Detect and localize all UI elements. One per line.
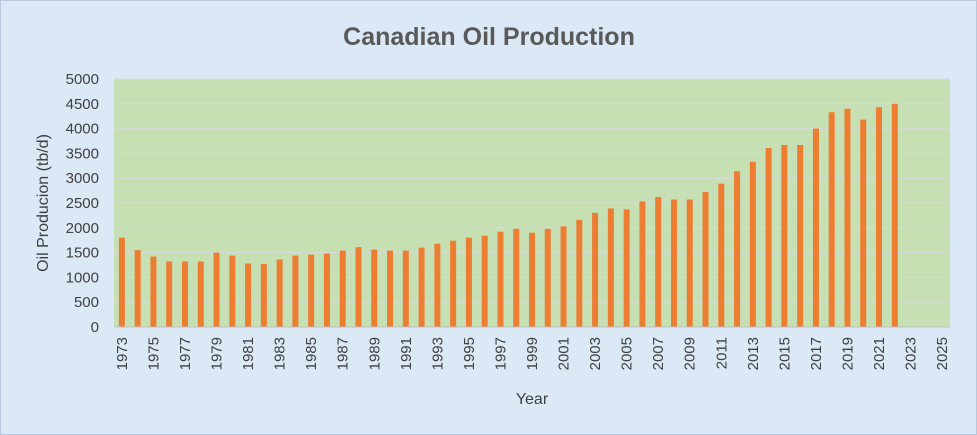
bar-2021: [876, 107, 883, 327]
y-tick-label: 2000: [66, 220, 99, 237]
bar-1993: [434, 243, 441, 327]
bar-2000: [544, 228, 551, 327]
bar-1995: [465, 237, 472, 327]
bar-1979: [213, 252, 220, 327]
bar-2022: [891, 103, 898, 327]
bar-1977: [181, 261, 188, 327]
y-tick-label: 5000: [66, 71, 99, 88]
bar-2013: [749, 161, 756, 327]
bar-2006: [639, 201, 646, 327]
bar-1997: [497, 231, 504, 327]
bar-1973: [118, 237, 125, 327]
bar-1980: [229, 255, 236, 327]
bar-1999: [529, 232, 535, 327]
x-tick-label: 2009: [682, 337, 699, 370]
bar-2014: [765, 147, 772, 327]
bar-2003: [592, 212, 599, 327]
bars: [118, 103, 898, 328]
x-tick-label: 1975: [145, 337, 162, 370]
bar-2020: [860, 119, 867, 327]
x-tick-label: 2017: [808, 337, 825, 370]
bar-1978: [197, 261, 204, 327]
x-tick-label: 2013: [745, 337, 762, 370]
x-tick-label: 1977: [177, 337, 194, 370]
x-tick-label: 2001: [556, 337, 573, 370]
bar-1996: [481, 235, 488, 327]
bar-1984: [292, 255, 299, 327]
bar-1981: [245, 263, 252, 327]
x-tick-label: 1981: [240, 337, 257, 370]
bar-1992: [418, 247, 425, 327]
bar-1994: [450, 240, 457, 327]
bar-2011: [718, 183, 725, 327]
bar-2019: [844, 108, 851, 327]
x-tick-label: 2025: [934, 337, 951, 370]
x-tick-label: 1995: [461, 337, 478, 370]
x-tick-label: 1985: [303, 337, 320, 370]
y-tick-labels: 0 500 1000 1500 2000 2500 3000 3500 4000 4500 5000: [66, 71, 99, 336]
bar-1974: [134, 250, 141, 327]
bar-1983: [276, 259, 283, 327]
y-tick-label: 2500: [66, 195, 99, 212]
bar-2017: [812, 128, 819, 327]
y-tick-label: 3000: [66, 170, 99, 187]
x-tick-label: 2005: [619, 337, 636, 370]
x-tick-label: 2019: [839, 337, 856, 370]
bar-2002: [576, 219, 583, 327]
bar-2009: [686, 199, 693, 327]
bar-1991: [402, 250, 409, 327]
bar-1988: [355, 247, 362, 327]
x-tick-label: 2015: [776, 337, 793, 370]
x-tick-label: 1999: [524, 337, 541, 370]
y-tick-label: 4500: [66, 96, 99, 113]
bar-1985: [308, 254, 315, 327]
bar-1982: [260, 264, 267, 327]
y-tick-label: 500: [74, 294, 99, 311]
x-tick-label: 1983: [272, 337, 289, 370]
x-tick-label: 1993: [429, 337, 446, 370]
bar-2018: [828, 112, 835, 328]
bar-2016: [797, 144, 804, 327]
y-axis-title: Oil Producion (tb/d): [35, 134, 52, 272]
x-tick-label: 1997: [492, 337, 509, 370]
bar-2010: [702, 192, 709, 327]
x-tick-label: 2011: [713, 337, 730, 369]
y-tick-label: 0: [91, 319, 99, 336]
x-tick-labels: 1973 1975 1977 1979 1981 1983 1985 1987 1989 1991…: [114, 337, 951, 370]
x-tick-label: 2021: [871, 337, 888, 370]
bar-1998: [513, 228, 520, 327]
bar-2008: [670, 199, 677, 327]
bar-2004: [607, 208, 614, 327]
y-tick-label: 1000: [66, 269, 99, 286]
x-tick-label: 1987: [335, 337, 352, 370]
x-tick-label: 1979: [209, 337, 226, 370]
x-tick-label: 2023: [903, 337, 920, 370]
y-tick-label: 1500: [66, 245, 99, 262]
x-axis-title: Year: [516, 391, 549, 408]
bar-1975: [150, 256, 157, 327]
x-tick-label: 1973: [114, 337, 131, 370]
bar-2015: [781, 144, 788, 327]
x-tick-label: 2003: [587, 337, 604, 370]
x-tick-label: 1991: [398, 337, 415, 370]
y-tick-label: 3500: [66, 145, 99, 162]
chart-title: Canadian Oil Production: [343, 23, 635, 51]
bar-1976: [166, 261, 173, 327]
bar-1987: [339, 250, 346, 327]
x-tick-label: 2007: [650, 337, 667, 370]
bar-1989: [371, 249, 378, 327]
y-tick-label: 4000: [66, 121, 99, 138]
bar-2001: [560, 226, 567, 327]
bar-2005: [623, 209, 630, 327]
bar-2012: [734, 171, 741, 327]
bar-2007: [655, 197, 662, 327]
bar-1990: [387, 250, 394, 327]
x-tick-label: 1989: [366, 337, 383, 370]
bar-1986: [323, 253, 330, 327]
